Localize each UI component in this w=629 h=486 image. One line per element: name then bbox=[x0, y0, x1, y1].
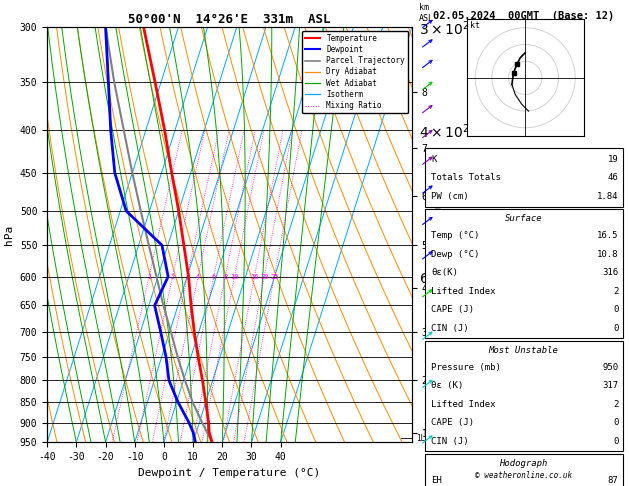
Text: 10: 10 bbox=[230, 274, 238, 279]
Text: 25: 25 bbox=[270, 274, 279, 279]
Text: Most Unstable: Most Unstable bbox=[489, 346, 559, 355]
Title: 50°00'N  14°26'E  331m  ASL: 50°00'N 14°26'E 331m ASL bbox=[128, 13, 331, 26]
Text: km
ASL: km ASL bbox=[420, 3, 434, 22]
Text: EH: EH bbox=[431, 476, 442, 485]
Text: Dewp (°C): Dewp (°C) bbox=[431, 250, 479, 259]
Text: 87: 87 bbox=[608, 476, 618, 485]
Text: 2: 2 bbox=[170, 274, 175, 279]
Text: 20: 20 bbox=[260, 274, 269, 279]
Text: 10.8: 10.8 bbox=[597, 250, 618, 259]
Text: CAPE (J): CAPE (J) bbox=[431, 305, 474, 314]
X-axis label: Dewpoint / Temperature (°C): Dewpoint / Temperature (°C) bbox=[138, 468, 321, 478]
Text: © weatheronline.co.uk: © weatheronline.co.uk bbox=[475, 471, 572, 480]
Text: Pressure (mb): Pressure (mb) bbox=[431, 363, 501, 372]
Legend: Temperature, Dewpoint, Parcel Trajectory, Dry Adiabat, Wet Adiabat, Isotherm, Mi: Temperature, Dewpoint, Parcel Trajectory… bbox=[302, 31, 408, 113]
Text: 8: 8 bbox=[223, 274, 227, 279]
Bar bbox=[425, 454, 623, 486]
Text: Surface: Surface bbox=[505, 214, 542, 223]
Text: 3: 3 bbox=[185, 274, 189, 279]
Text: 316: 316 bbox=[603, 268, 618, 277]
Text: CIN (J): CIN (J) bbox=[431, 437, 469, 446]
Text: Lifted Index: Lifted Index bbox=[431, 287, 496, 295]
Text: Hodograph: Hodograph bbox=[499, 459, 548, 468]
Text: CAPE (J): CAPE (J) bbox=[431, 418, 474, 427]
Text: 46: 46 bbox=[608, 174, 618, 182]
Text: Totals Totals: Totals Totals bbox=[431, 174, 501, 182]
Text: Mixing Ratio (g/kg): Mixing Ratio (g/kg) bbox=[434, 187, 443, 282]
Bar bbox=[425, 209, 623, 338]
Text: PW (cm): PW (cm) bbox=[431, 192, 469, 201]
Text: CIN (J): CIN (J) bbox=[431, 324, 469, 332]
Text: 2: 2 bbox=[613, 287, 618, 295]
Text: 02.05.2024  00GMT  (Base: 12): 02.05.2024 00GMT (Base: 12) bbox=[433, 11, 615, 21]
Text: K: K bbox=[431, 155, 437, 164]
Bar bbox=[425, 341, 623, 451]
Text: 0: 0 bbox=[613, 418, 618, 427]
Text: 1.84: 1.84 bbox=[597, 192, 618, 201]
Text: 16: 16 bbox=[250, 274, 259, 279]
Text: 0: 0 bbox=[613, 437, 618, 446]
Text: 4: 4 bbox=[196, 274, 200, 279]
Text: 1LCL: 1LCL bbox=[416, 434, 435, 443]
Text: 950: 950 bbox=[603, 363, 618, 372]
Text: 1: 1 bbox=[147, 274, 151, 279]
Y-axis label: hPa: hPa bbox=[4, 225, 14, 244]
Text: 16.5: 16.5 bbox=[597, 231, 618, 240]
Text: 6: 6 bbox=[211, 274, 216, 279]
Text: kt: kt bbox=[470, 21, 480, 30]
Bar bbox=[425, 148, 623, 207]
Text: Lifted Index: Lifted Index bbox=[431, 400, 496, 409]
Text: 19: 19 bbox=[608, 155, 618, 164]
Text: 0: 0 bbox=[613, 324, 618, 332]
Text: θε (K): θε (K) bbox=[431, 382, 463, 390]
Text: 2: 2 bbox=[613, 400, 618, 409]
Text: θε(K): θε(K) bbox=[431, 268, 458, 277]
Text: 0: 0 bbox=[613, 305, 618, 314]
Text: Temp (°C): Temp (°C) bbox=[431, 231, 479, 240]
Text: 317: 317 bbox=[603, 382, 618, 390]
